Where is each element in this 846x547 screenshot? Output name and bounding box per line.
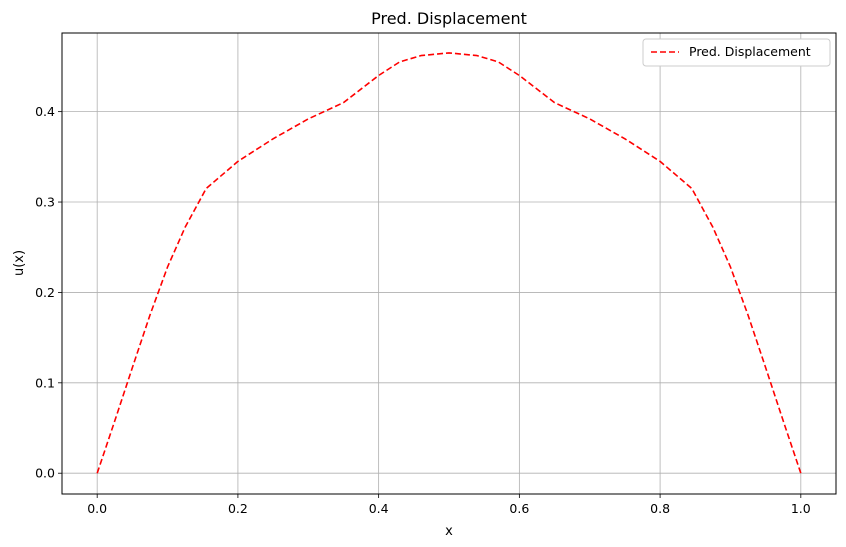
y-tick-label: 0.4: [35, 104, 55, 119]
x-axis-label: x: [445, 524, 453, 539]
legend-label: Pred. Displacement: [689, 44, 811, 59]
y-tick-label: 0.3: [35, 195, 55, 210]
y-tick-label: 0.0: [35, 466, 55, 481]
x-axis: 0.0 0.2 0.4 0.6 0.8 1.0: [87, 494, 811, 516]
x-tick-label: 0.0: [87, 501, 107, 516]
y-axis-label: u(x): [12, 250, 27, 276]
grid-lines: [62, 33, 836, 494]
y-tick-label: 0.1: [35, 375, 55, 390]
x-tick-label: 0.2: [228, 501, 248, 516]
y-axis: 0.0 0.1 0.2 0.3 0.4: [35, 104, 62, 481]
chart-title: Pred. Displacement: [371, 9, 527, 28]
x-tick-label: 0.6: [509, 501, 529, 516]
x-tick-label: 1.0: [791, 501, 811, 516]
x-tick-label: 0.8: [650, 501, 670, 516]
plot-area-frame: [61, 32, 837, 495]
series-layer: [96, 52, 802, 474]
y-tick-label: 0.2: [35, 285, 55, 300]
legend: Pred. Displacement: [642, 38, 831, 67]
series-line: [96, 52, 802, 474]
legend-box: [642, 38, 831, 67]
x-tick-label: 0.4: [369, 501, 389, 516]
